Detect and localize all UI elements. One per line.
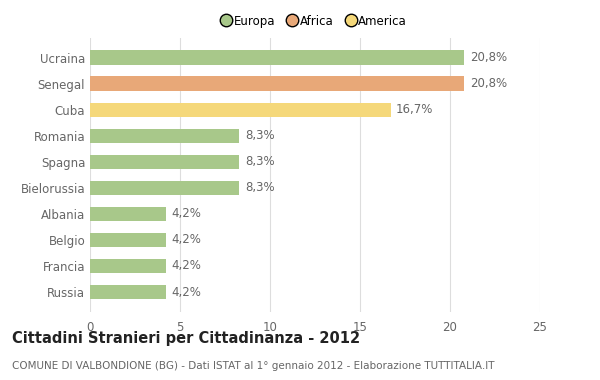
Legend: Europa, Africa, America: Europa, Africa, America — [220, 11, 410, 31]
Text: Cittadini Stranieri per Cittadinanza - 2012: Cittadini Stranieri per Cittadinanza - 2… — [12, 331, 360, 345]
Text: 8,3%: 8,3% — [245, 155, 274, 168]
Bar — [90, 180, 239, 195]
Text: 20,8%: 20,8% — [470, 77, 507, 90]
Text: COMUNE DI VALBONDIONE (BG) - Dati ISTAT al 1° gennaio 2012 - Elaborazione TUTTIT: COMUNE DI VALBONDIONE (BG) - Dati ISTAT … — [12, 361, 494, 371]
Text: 4,2%: 4,2% — [171, 260, 201, 272]
Text: 8,3%: 8,3% — [245, 129, 274, 142]
Text: 4,2%: 4,2% — [171, 285, 201, 299]
Bar — [90, 207, 166, 221]
Text: 16,7%: 16,7% — [396, 103, 433, 116]
Bar — [90, 128, 239, 143]
Bar — [90, 103, 391, 117]
Bar — [90, 233, 166, 247]
Bar — [90, 285, 166, 299]
Bar — [90, 259, 166, 273]
Text: 4,2%: 4,2% — [171, 233, 201, 246]
Text: 20,8%: 20,8% — [470, 51, 507, 64]
Text: 4,2%: 4,2% — [171, 207, 201, 220]
Bar — [90, 76, 464, 91]
Bar — [90, 51, 464, 65]
Bar — [90, 155, 239, 169]
Text: 8,3%: 8,3% — [245, 181, 274, 194]
